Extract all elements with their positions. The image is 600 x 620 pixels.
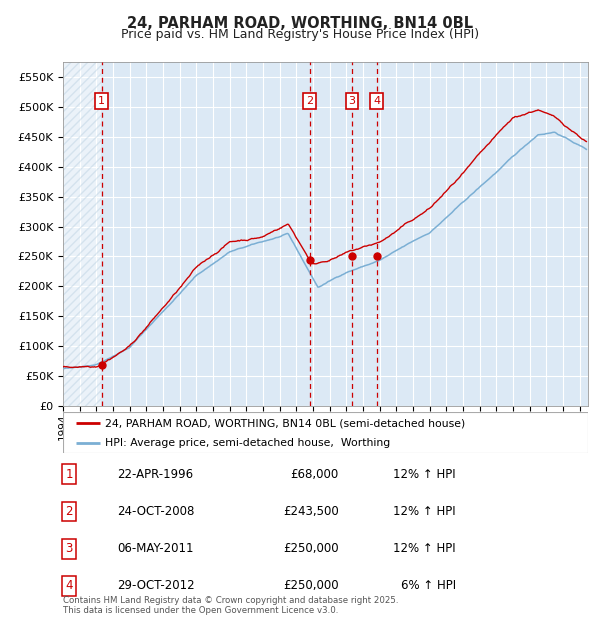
Text: 12% ↑ HPI: 12% ↑ HPI [394, 468, 456, 481]
Text: Price paid vs. HM Land Registry's House Price Index (HPI): Price paid vs. HM Land Registry's House … [121, 28, 479, 41]
Text: 1: 1 [98, 96, 105, 106]
Text: 2: 2 [306, 96, 313, 106]
Text: £250,000: £250,000 [283, 542, 339, 555]
Text: 29-OCT-2012: 29-OCT-2012 [117, 580, 194, 592]
Text: 2: 2 [65, 505, 73, 518]
Text: 06-MAY-2011: 06-MAY-2011 [117, 542, 193, 555]
Text: 4: 4 [373, 96, 380, 106]
Text: 1: 1 [65, 468, 73, 481]
Text: 22-APR-1996: 22-APR-1996 [117, 468, 193, 481]
Text: 24, PARHAM ROAD, WORTHING, BN14 0BL: 24, PARHAM ROAD, WORTHING, BN14 0BL [127, 16, 473, 30]
Text: 6% ↑ HPI: 6% ↑ HPI [401, 580, 456, 592]
Text: HPI: Average price, semi-detached house,  Worthing: HPI: Average price, semi-detached house,… [105, 438, 390, 448]
Text: 12% ↑ HPI: 12% ↑ HPI [394, 505, 456, 518]
Text: 24, PARHAM ROAD, WORTHING, BN14 0BL (semi-detached house): 24, PARHAM ROAD, WORTHING, BN14 0BL (sem… [105, 418, 465, 428]
Text: 4: 4 [65, 580, 73, 592]
FancyBboxPatch shape [63, 412, 588, 453]
Text: 24-OCT-2008: 24-OCT-2008 [117, 505, 194, 518]
Text: £250,000: £250,000 [283, 580, 339, 592]
Text: 3: 3 [349, 96, 356, 106]
Text: 12% ↑ HPI: 12% ↑ HPI [394, 542, 456, 555]
Bar [63, 62, 101, 406]
Text: Contains HM Land Registry data © Crown copyright and database right 2025.
This d: Contains HM Land Registry data © Crown c… [63, 596, 398, 615]
Text: 3: 3 [65, 542, 73, 555]
Text: £68,000: £68,000 [291, 468, 339, 481]
Text: £243,500: £243,500 [283, 505, 339, 518]
